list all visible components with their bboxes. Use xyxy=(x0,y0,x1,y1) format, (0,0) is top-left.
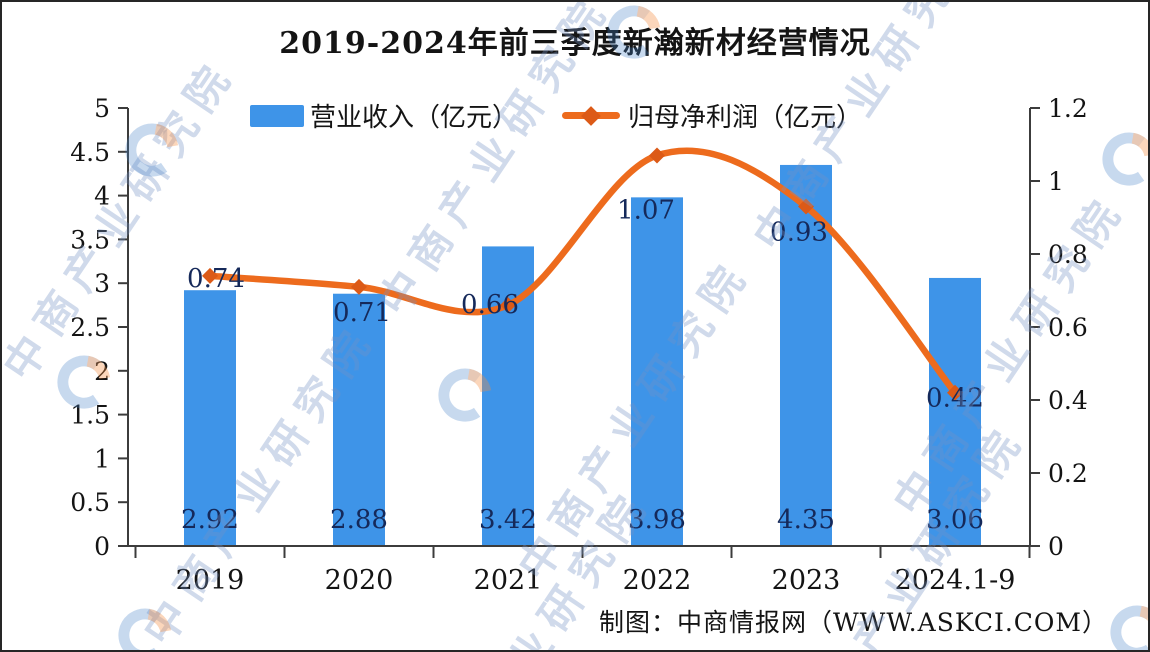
bar-value-label: 2.88 xyxy=(330,505,388,535)
watermark-text: 中商产业研究院 xyxy=(0,48,246,390)
left-axis-tick-label: 3 xyxy=(94,269,110,298)
x-axis-label: 2024.1-9 xyxy=(895,565,1016,596)
line-value-label: 0.93 xyxy=(770,218,828,248)
line-marker-2023 xyxy=(798,198,814,215)
left-axis-tick-label: 2 xyxy=(94,357,110,386)
line-value-label: 0.74 xyxy=(187,264,245,294)
source-footer: 制图：中商情报网（WWW.ASKCI.COM） xyxy=(598,608,1108,637)
line-value-label: 1.07 xyxy=(617,195,675,225)
x-axis-label: 2021 xyxy=(474,565,543,596)
right-axis-tick-label: 0.8 xyxy=(1048,240,1088,269)
net-profit-line xyxy=(206,147,959,396)
bar-2023 xyxy=(780,164,832,546)
line-value-label: 0.71 xyxy=(333,298,391,328)
right-axis-tick-label: 0.4 xyxy=(1048,386,1088,415)
line-marker-2022 xyxy=(649,147,665,164)
line-marker-2021 xyxy=(500,297,516,314)
x-axis-label: 2020 xyxy=(325,565,394,596)
bar-2021 xyxy=(482,246,534,546)
left-axis-tick-label: 0 xyxy=(94,532,110,561)
legend-line-label: 归母净利润（亿元） xyxy=(628,103,863,133)
left-axis-tick-label: 3.5 xyxy=(70,225,110,254)
bar-value-label: 3.06 xyxy=(926,505,984,535)
watermark-text: 中商产业研究院 xyxy=(133,313,386,652)
right-axis-tick-label: 0.6 xyxy=(1048,313,1088,342)
left-axis-tick-label: 1 xyxy=(94,444,110,473)
right-axis-tick-label: 0.2 xyxy=(1048,459,1088,488)
right-axis-tick-label: 1.2 xyxy=(1048,94,1088,123)
left-axis-tick-label: 2.5 xyxy=(70,313,110,342)
line-marker-2020 xyxy=(351,278,367,295)
x-axis-label: 2019 xyxy=(176,565,245,596)
left-axis-tick-label: 4.5 xyxy=(70,138,110,167)
left-axis-tick-label: 5 xyxy=(94,94,110,123)
bar-2020 xyxy=(333,293,385,546)
x-axis-label: 2023 xyxy=(772,565,841,596)
bar-2019 xyxy=(184,290,236,546)
left-axis-tick-label: 4 xyxy=(94,182,110,211)
legend-bar-label: 营业收入（亿元） xyxy=(310,103,519,133)
askci-logo-icon xyxy=(52,350,116,414)
watermark-text: 中商产业研究院 xyxy=(883,183,1136,525)
legend-line-swatch-icon xyxy=(562,105,621,126)
bar-value-label: 3.98 xyxy=(628,505,686,535)
left-axis-tick-label: 1.5 xyxy=(70,401,110,430)
bar-value-label: 2.92 xyxy=(181,505,239,535)
x-axis-label: 2022 xyxy=(623,565,692,596)
bar-2022 xyxy=(631,197,683,547)
askci-logo-icon xyxy=(120,118,184,182)
bar-2024.1-9 xyxy=(929,277,981,546)
legend-bar-swatch-icon xyxy=(250,104,304,127)
left-axis-tick-label: 0.5 xyxy=(70,488,110,517)
legend-diamond-marker-icon xyxy=(581,105,601,126)
line-marker-2019 xyxy=(202,267,218,284)
right-axis-tick-label: 0 xyxy=(1048,532,1064,561)
watermark-text: 中商产业研究院 xyxy=(508,248,761,590)
chart-title: 2019-2024年前三季度新瀚新材经营情况 xyxy=(279,26,871,61)
askci-logo-icon xyxy=(433,363,497,427)
right-axis-tick-label: 1 xyxy=(1048,167,1064,196)
askci-logo-icon xyxy=(1097,127,1150,191)
legend: 营业收入（亿元） 归母净利润（亿元） xyxy=(250,97,862,134)
line-value-label: 0.42 xyxy=(926,384,984,414)
bar-value-label: 3.42 xyxy=(479,505,537,535)
line-value-label: 0.66 xyxy=(461,290,519,320)
askci-logo-icon xyxy=(1105,600,1150,652)
line-marker-2024.1-9 xyxy=(947,384,963,401)
bar-value-label: 4.35 xyxy=(777,505,835,535)
askci-logo-icon xyxy=(113,603,177,652)
